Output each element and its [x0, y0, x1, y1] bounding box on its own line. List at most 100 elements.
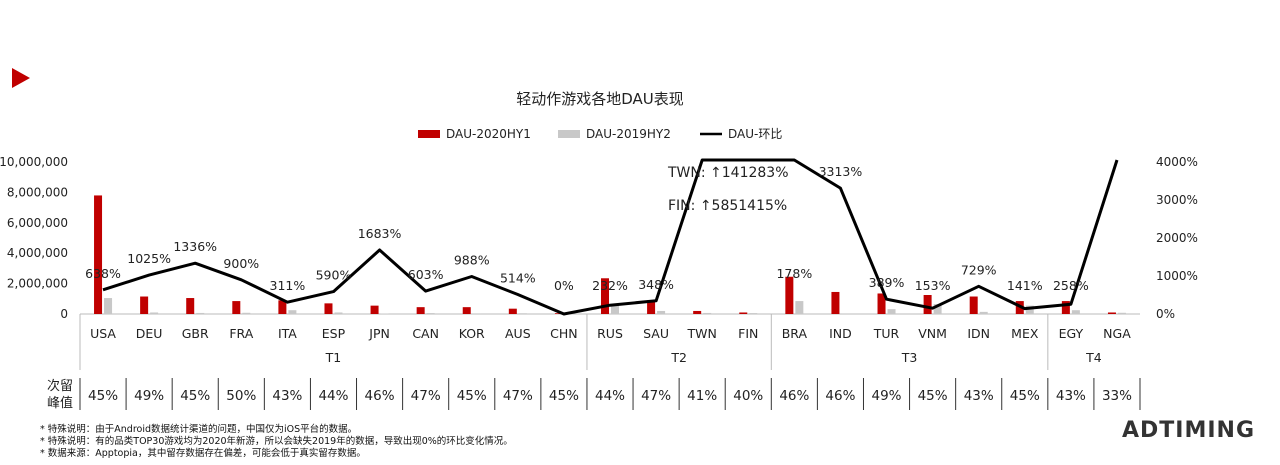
line-data-label: 311%: [270, 278, 306, 293]
bar-dau-2019hy2: [288, 310, 297, 314]
y-tick-label-right: 0%: [1156, 307, 1175, 321]
x-tick-label: VNM: [918, 326, 947, 341]
bar-dau-2019hy2: [749, 313, 758, 314]
retention-value: 45%: [918, 388, 948, 404]
y-tick-label-left: 2,000,000: [7, 277, 68, 291]
bar-dau-2019hy2: [1025, 305, 1034, 314]
bar-dau-2020hy1: [278, 300, 287, 314]
x-tick-label: ITA: [278, 326, 297, 341]
x-tick-label: FIN: [738, 326, 758, 341]
bar-dau-2020hy1: [785, 276, 794, 314]
bar-dau-2019hy2: [841, 313, 850, 314]
legend-label: DAU-2020HY1: [446, 127, 531, 141]
chart-legend: DAU-2020HY1 DAU-2019HY2 DAU-环比: [418, 127, 782, 141]
retention-value: 44%: [595, 388, 625, 404]
x-tick-label: SAU: [643, 326, 669, 341]
bar-dau-2019hy2: [795, 301, 804, 314]
legend-label: DAU-环比: [728, 127, 782, 141]
line-data-label: 1336%: [173, 239, 217, 254]
line-data-label: 348%: [638, 277, 674, 292]
line-data-label: 141%: [1007, 278, 1043, 293]
retention-value: 47%: [503, 388, 533, 404]
bar-dau-2020hy1: [877, 293, 886, 314]
y-tick-label-right: 2000%: [1156, 231, 1198, 245]
x-tick-label: CHN: [550, 326, 577, 341]
retention-value: 49%: [134, 388, 164, 404]
adtiming-logo: ADTIMING: [1122, 418, 1255, 443]
x-tick-label: USA: [90, 326, 116, 341]
bar-dau-2020hy1: [969, 296, 978, 314]
y-tick-label-left: 8,000,000: [7, 185, 68, 199]
line-data-label: 3313%: [819, 164, 863, 179]
line-data-label: 232%: [592, 278, 628, 293]
bar-dau-2020hy1: [739, 312, 748, 314]
y-tick-label-right: 4000%: [1156, 155, 1198, 169]
tier-label: T4: [1085, 350, 1102, 365]
bar-dau-2020hy1: [693, 310, 702, 314]
line-data-label: 389%: [869, 275, 905, 290]
y-tick-label-left: 0: [60, 307, 68, 321]
retention-value: 49%: [872, 388, 902, 404]
x-tick-label: BRA: [782, 326, 808, 341]
bar-dau-2020hy1: [923, 295, 932, 314]
retention-value: 41%: [687, 388, 717, 404]
bar-dau-2020hy1: [94, 195, 103, 314]
legend-label: DAU-2019HY2: [586, 127, 671, 141]
x-tick-label: TUR: [873, 326, 900, 341]
annotation: FIN: ↑5851415%: [668, 198, 787, 214]
legend-swatch: [418, 130, 440, 138]
retention-value: 45%: [180, 388, 210, 404]
x-tick-label: AUS: [505, 326, 531, 341]
bar-dau-2020hy1: [140, 296, 149, 314]
brand-name: ADTIMING: [1122, 418, 1256, 443]
x-tick-label: NGA: [1103, 326, 1131, 341]
chart-axes: 0 2,000,000 4,000,000 6,000,000 8,000,000 10,…: [0, 155, 1198, 370]
bar-dau-2019hy2: [887, 309, 896, 314]
bar-dau-2020hy1: [601, 278, 609, 314]
x-tick-label: RUS: [597, 326, 623, 341]
y-tick-label-left: 10,000,000: [0, 155, 68, 169]
x-tick-label: IDN: [967, 326, 990, 341]
bar-dau-2020hy1: [416, 307, 425, 314]
retention-value: 46%: [825, 388, 855, 404]
tier-label: T3: [901, 350, 918, 365]
line-data-label: 590%: [316, 268, 352, 283]
x-tick-label: MEX: [1011, 326, 1039, 341]
tier-label: T2: [670, 350, 687, 365]
bar-dau-2020hy1: [462, 307, 471, 314]
dau-change-line: [102, 158, 1119, 316]
chart-annotations: TWN: ↑141283% FIN: ↑5851415%: [667, 165, 789, 214]
tier-label: T1: [325, 350, 342, 365]
bar-dau-2019hy2: [703, 312, 712, 314]
retention-value: 40%: [733, 388, 763, 404]
line-data-label: 0%: [554, 278, 574, 293]
retention-label: 峰值: [47, 395, 73, 411]
bar-dau-2020hy1: [508, 308, 517, 314]
x-tick-label: GBR: [182, 326, 209, 341]
retention-value: 47%: [411, 388, 441, 404]
chart-line: 638% 1025%1336% 900% 311% 590% 1683% 603% 988% 5…: [85, 158, 1119, 316]
x-tick-label: DEU: [136, 326, 163, 341]
x-tick-label: ESP: [322, 326, 346, 341]
bar-dau-2019hy2: [150, 312, 159, 314]
bar-dau-2020hy1: [370, 305, 379, 314]
footnotes: * 特殊说明：由于Android数据统计渠道的问题，中国仅为iOS平台的数据。 …: [40, 424, 513, 460]
x-tick-label: KOR: [459, 326, 485, 341]
retention-value: 43%: [272, 388, 302, 404]
bar-dau-2019hy2: [1071, 310, 1080, 314]
bar-dau-2020hy1: [831, 291, 840, 314]
bar-dau-2020hy1: [647, 300, 656, 314]
bar-dau-2019hy2: [611, 304, 619, 314]
x-tick-label: TWN: [686, 326, 716, 341]
bar-dau-2019hy2: [196, 312, 205, 314]
line-data-label: 988%: [454, 252, 490, 267]
footnote: * 数据来源：Apptopia，其中留存数据存在偏差，可能会低于真实留存数据。: [40, 448, 366, 459]
annotation: TWN: ↑141283%: [667, 165, 789, 181]
chart-bars: [94, 195, 1126, 314]
x-tick-label: IND: [829, 326, 852, 341]
retention-value: 45%: [549, 388, 579, 404]
footnote: * 特殊说明：由于Android数据统计渠道的问题，中国仅为iOS平台的数据。: [40, 424, 358, 435]
x-tick-label: EGY: [1059, 326, 1084, 341]
line-data-label: 1683%: [358, 226, 402, 241]
